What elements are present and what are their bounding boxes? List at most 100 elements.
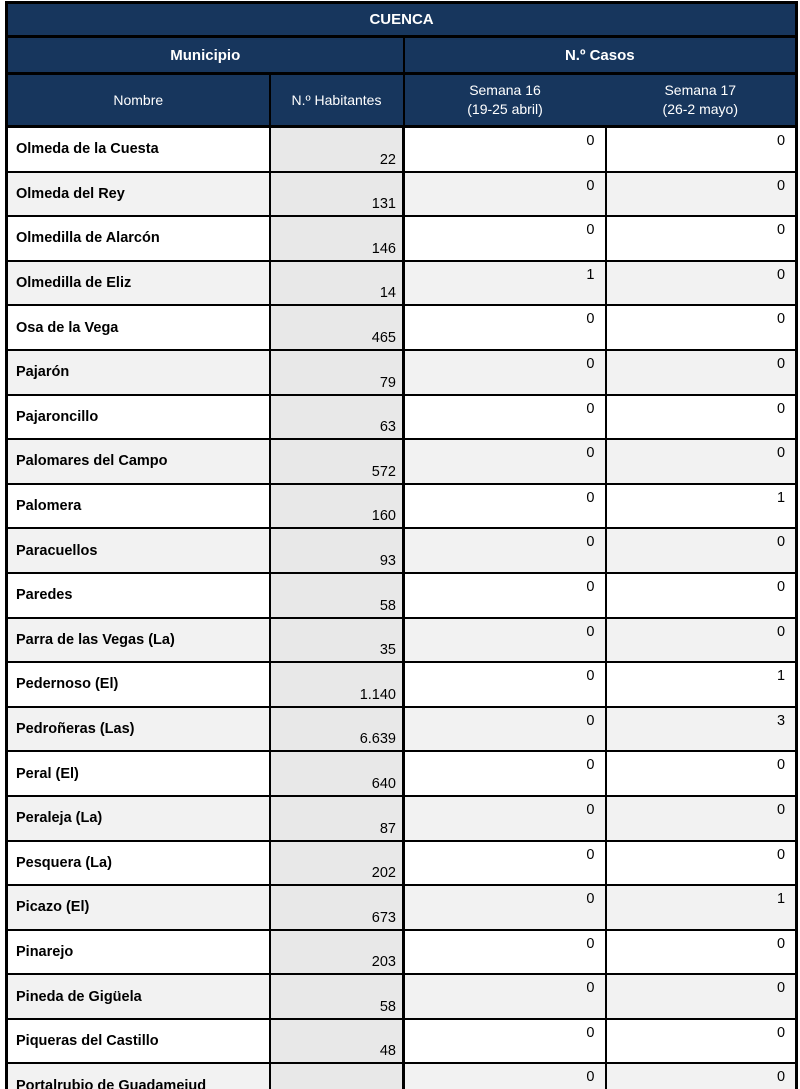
semana16-cell: 0 <box>402 839 607 887</box>
municipality-name-cell: Pajarón <box>5 348 271 396</box>
semana17-cell: 0 <box>604 571 798 619</box>
semana16-cell: 0 <box>402 348 607 396</box>
semana16-cell: 1 <box>402 259 607 307</box>
municipality-name-cell: Osa de la Vega <box>5 304 271 351</box>
table-row: Paredes 58 0 0 <box>5 571 798 619</box>
semana16-cell: 0 <box>402 571 607 619</box>
semana17-cell: 0 <box>604 928 798 976</box>
semana17-cell: 0 <box>604 1017 798 1065</box>
habitantes-cell: 35 <box>268 616 405 664</box>
semana16-cell: 0 <box>402 304 607 351</box>
table-body: Olmeda de la Cuesta 22 0 0 Olmeda del Rey 131… <box>5 125 798 1089</box>
table-row: Piqueras del Castillo 48 0 0 <box>5 1017 798 1065</box>
semana17-cell: 0 <box>604 750 798 797</box>
habitantes-cell: 203 <box>268 928 405 976</box>
semana17-cell: 1 <box>604 661 798 708</box>
semana17-cell: 0 <box>604 973 798 1020</box>
table-row: Olmedilla de Alarcón 146 0 0 <box>5 215 798 262</box>
group-header-row: Municipio N.º Casos <box>5 35 798 75</box>
semana17-cell: 0 <box>604 125 798 173</box>
semana17-cell: 1 <box>604 482 798 530</box>
municipality-name-cell: Palomares del Campo <box>5 438 271 485</box>
municipality-name-cell: Parra de las Vegas (La) <box>5 616 271 664</box>
table-title-row: CUENCA <box>5 1 798 38</box>
table-row: Pesquera (La) 202 0 0 <box>5 839 798 887</box>
habitantes-cell: 572 <box>268 438 405 485</box>
municipality-name-cell: Pedernoso (El) <box>5 661 271 708</box>
municipality-name-cell: Picazo (El) <box>5 884 271 931</box>
semana16-cell: 0 <box>402 1017 607 1065</box>
semana16-cell: 0 <box>402 928 607 976</box>
semana17-cell: 0 <box>604 616 798 664</box>
semana17-cell: 0 <box>604 1062 798 1089</box>
habitantes-cell: 79 <box>268 348 405 396</box>
habitantes-cell: 640 <box>268 750 405 797</box>
municipality-name-cell: Olmeda del Rey <box>5 170 271 218</box>
habitantes-cell: 673 <box>268 884 405 931</box>
municipality-name-cell: Olmeda de la Cuesta <box>5 125 271 173</box>
cuenca-cases-table: CUENCA Municipio N.º Casos Nombre N.º Ha… <box>5 1 799 1089</box>
habitantes-cell: 160 <box>268 482 405 530</box>
municipality-name-cell: Pineda de Gigüela <box>5 973 271 1020</box>
table-row: Pajarón 79 0 0 <box>5 348 798 396</box>
semana16-cell: 0 <box>402 616 607 664</box>
semana16-dates: (19-25 abril) <box>467 101 543 117</box>
habitantes-cell: 87 <box>268 794 405 842</box>
semana16-cell: 0 <box>402 973 607 1020</box>
habitantes-cell: 1.140 <box>268 661 405 708</box>
habitantes-cell: 22 <box>268 125 405 173</box>
group-header-municipio: Municipio <box>5 35 405 75</box>
habitantes-cell: 465 <box>268 304 405 351</box>
table-row: Peral (El) 640 0 0 <box>5 750 798 797</box>
table-row: Paracuellos 93 0 0 <box>5 527 798 574</box>
municipality-name-cell: Olmedilla de Alarcón <box>5 215 271 262</box>
table-row: Portalrubio de Guadamejud3000 <box>5 1062 798 1089</box>
semana17-dates: (26-2 mayo) <box>662 101 738 117</box>
table-row: Pinarejo 203 0 0 <box>5 928 798 976</box>
semana16-cell: 0 <box>402 438 607 485</box>
habitantes-cell: 131 <box>268 170 405 218</box>
column-header-habitantes: N.º Habitantes <box>268 72 405 128</box>
semana17-cell: 0 <box>604 527 798 574</box>
habitantes-cell: 146 <box>268 215 405 262</box>
semana16-cell: 0 <box>402 125 607 173</box>
municipality-name-cell: Palomera <box>5 482 271 530</box>
habitantes-cell: 6.639 <box>268 705 405 753</box>
table-row: Palomares del Campo 572 0 0 <box>5 438 798 485</box>
semana17-cell: 0 <box>604 839 798 887</box>
table-row: Pedroñeras (Las) 6.639 0 3 <box>5 705 798 753</box>
habitantes-cell: 58 <box>268 973 405 1020</box>
semana17-cell: 0 <box>604 794 798 842</box>
municipality-name-cell: Pedroñeras (Las) <box>5 705 271 753</box>
habitantes-cell: 14 <box>268 259 405 307</box>
semana16-cell: 0 <box>402 482 607 530</box>
municipality-name-cell: Paredes <box>5 571 271 619</box>
municipality-name-cell: Peral (El) <box>5 750 271 797</box>
habitantes-cell: 93 <box>268 527 405 574</box>
column-header-semana16: Semana 16 (19-25 abril) <box>402 72 606 128</box>
table-row: Olmeda de la Cuesta 22 0 0 <box>5 125 798 173</box>
table-row: Pedernoso (El) 1.140 0 1 <box>5 661 798 708</box>
semana16-cell: 0 <box>402 527 607 574</box>
table-row: Osa de la Vega 465 0 0 <box>5 304 798 351</box>
column-header-semana17: Semana 17 (26-2 mayo) <box>605 72 798 128</box>
table-row: Pineda de Gigüela 58 0 0 <box>5 973 798 1020</box>
semana16-cell: 0 <box>402 705 607 753</box>
semana16-label: Semana 16 <box>469 82 541 98</box>
semana16-cell: 0 <box>402 884 607 931</box>
semana16-cell: 0 <box>402 750 607 797</box>
table-row: Parra de las Vegas (La) 35 0 0 <box>5 616 798 664</box>
table-row: Picazo (El) 673 0 1 <box>5 884 798 931</box>
table-row: Olmeda del Rey 131 0 0 <box>5 170 798 218</box>
semana16-cell: 0 <box>402 215 607 262</box>
habitantes-cell: 63 <box>268 393 405 441</box>
semana16-cell: 0 <box>402 661 607 708</box>
semana17-cell: 0 <box>604 393 798 441</box>
municipality-name-cell: Pajaroncillo <box>5 393 271 441</box>
semana16-cell: 0 <box>402 393 607 441</box>
habitantes-cell: 30 <box>268 1062 405 1089</box>
municipality-name-cell: Portalrubio de Guadamejud <box>5 1062 271 1089</box>
municipality-name-cell: Olmedilla de Eliz <box>5 259 271 307</box>
semana16-cell: 0 <box>402 170 607 218</box>
